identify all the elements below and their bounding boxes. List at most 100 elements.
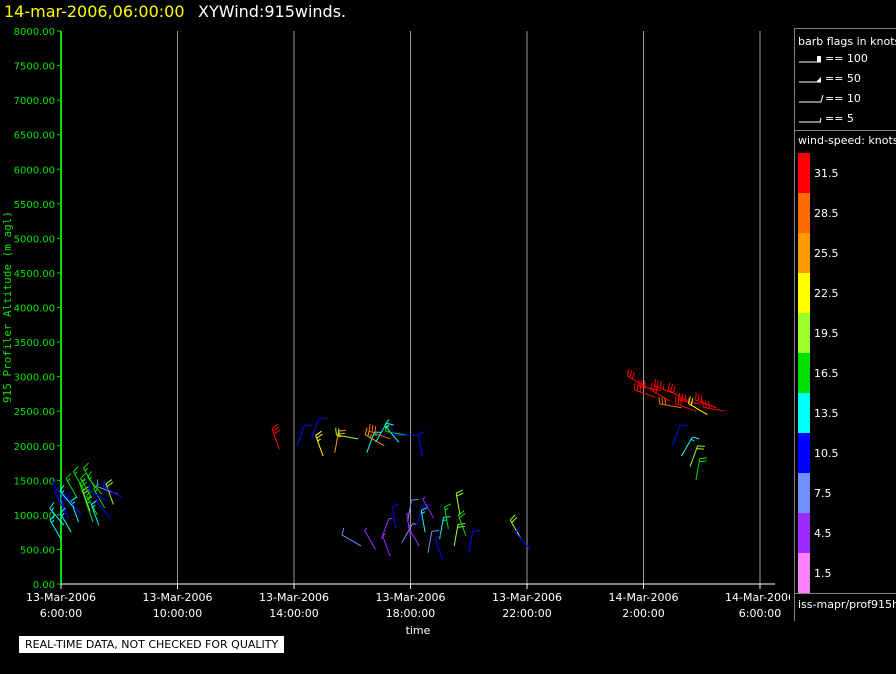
x-ticks: 13-Mar-2006 6:00:00 13-Mar-2006 10:00:00 13-…: [26, 584, 790, 620]
barb-symbol-icon: [799, 117, 822, 123]
x-tick-time: 10:00:00: [153, 607, 202, 620]
barb-legend-row: == 50: [795, 68, 896, 88]
wind-barb: [315, 430, 324, 457]
barb-symbol-icon: [799, 56, 821, 63]
wind-barb: [444, 503, 452, 529]
legend-panel: barb flags in knots == 100 == 50 == 10 == 5…: [794, 28, 896, 621]
x-tick-time: 22:00:00: [502, 607, 551, 620]
x-tick-date: 14-Mar-2006: [609, 591, 679, 604]
y-tick-label: 4000.00: [14, 304, 55, 315]
speed-legend-label: 10.5: [814, 446, 839, 460]
barb-symbol-icon: [799, 94, 824, 103]
y-tick-label: 1000.00: [14, 511, 55, 522]
speed-legend-label: 31.5: [814, 166, 839, 180]
wind-barb: [72, 466, 85, 491]
wind-barb: [59, 507, 72, 533]
speed-legend-row: 16.5: [795, 353, 896, 393]
speed-legend-label: 28.5: [814, 206, 839, 220]
speed-legend-label: 4.5: [814, 526, 832, 540]
barb-legend-label: == 5: [825, 111, 854, 125]
x-tick-time: 6:00:00: [739, 607, 781, 620]
wind-barb: [695, 457, 708, 481]
speed-legend-row: 1.5: [795, 553, 896, 593]
wind-barb: [633, 382, 656, 398]
y-tick-label: 7000.00: [14, 96, 55, 107]
speed-legend-row: 7.5: [795, 473, 896, 513]
wind-barb: [453, 523, 466, 547]
barb-legend-label: == 50: [825, 71, 861, 85]
speed-legend-row: 22.5: [795, 273, 896, 313]
wind-barb: [88, 482, 108, 502]
speed-legend-label: 22.5: [814, 286, 839, 300]
wind-barb: [341, 527, 362, 547]
y-tick-label: 2000.00: [14, 442, 55, 453]
wind-barb: [680, 436, 700, 457]
wind-barb: [417, 430, 426, 457]
y-tick-label: 0.00: [33, 580, 55, 591]
wind-barb: [65, 472, 78, 498]
wind-barb: [95, 495, 111, 519]
speed-color-swatch: [798, 193, 810, 233]
wind-barb: [509, 514, 522, 540]
speed-legend-row: 19.5: [795, 313, 896, 353]
wind-barb: [391, 428, 417, 436]
wind-barb: [335, 427, 359, 440]
speed-legend-row: 13.5: [795, 393, 896, 433]
wind-barb: [364, 527, 376, 550]
speed-legend: 31.5 28.5 25.5 22.5 19.5 16.5 13.5 10.5 7.5 4.5 1.…: [795, 153, 896, 593]
x-tick-time: 14:00:00: [269, 607, 318, 620]
wind-barb: [667, 382, 688, 402]
wind-barb: [401, 522, 417, 543]
speed-legend-row: 10.5: [795, 433, 896, 473]
x-axis-label: time: [406, 624, 431, 637]
wind-barb: [689, 445, 705, 467]
speed-legend-label: 13.5: [814, 406, 839, 420]
wind-barb: [695, 392, 717, 409]
wind-barb: [415, 504, 432, 526]
wind-barb: [102, 479, 123, 499]
y-tick-label: 2500.00: [14, 407, 55, 418]
wind-barb: [271, 423, 281, 450]
wind-barb: [52, 477, 68, 502]
y-tick-label: 4500.00: [14, 269, 55, 280]
wind-barb: [434, 534, 444, 560]
speed-legend-row: 31.5: [795, 153, 896, 193]
x-tick-date: 13-Mar-2006: [376, 591, 446, 604]
wind-barb: [391, 503, 399, 529]
wind-barb: [427, 529, 440, 553]
barb-legend-label: == 10: [825, 91, 861, 105]
wind-barb: [407, 523, 420, 547]
speed-legend-label: 25.5: [814, 246, 839, 260]
y-tick-label: 500.00: [20, 545, 55, 556]
wind-barb: [66, 491, 82, 516]
wind-barb: [457, 510, 467, 536]
wind-barb: [59, 484, 75, 509]
wind-barb: [382, 533, 391, 557]
y-axis-label: 915 Profiler Altitude (m agl): [1, 211, 14, 403]
x-tick-time: 2:00:00: [622, 607, 664, 620]
speed-legend-label: 7.5: [814, 486, 832, 500]
wind-barb: [672, 424, 688, 446]
data-source-label: iss-mapr/prof915h: [798, 598, 896, 611]
wind-barbs: [49, 368, 726, 560]
speed-color-swatch: [798, 553, 810, 593]
speed-color-swatch: [798, 233, 810, 273]
speed-legend-label: 16.5: [814, 366, 839, 380]
wind-barb: [674, 396, 697, 412]
grid: [177, 31, 761, 584]
speed-color-swatch: [798, 433, 810, 473]
x-tick-date: 13-Mar-2006: [143, 591, 213, 604]
wind-barb: [384, 424, 408, 436]
wind-barb: [384, 419, 400, 443]
wind-barb: [658, 396, 682, 409]
speed-legend-row: 25.5: [795, 233, 896, 273]
y-tick-label: 3500.00: [14, 338, 55, 349]
speed-color-swatch: [798, 473, 810, 513]
x-tick-time: 18:00:00: [386, 607, 435, 620]
speed-color-swatch: [798, 513, 810, 553]
speed-legend-title: wind-speed: knots: [798, 134, 896, 147]
barb-legend: == 100 == 50 == 10 == 5: [795, 48, 896, 128]
wind-barb: [468, 529, 480, 553]
barb-legend-row: == 5: [795, 108, 896, 128]
legend-divider: [795, 130, 896, 131]
